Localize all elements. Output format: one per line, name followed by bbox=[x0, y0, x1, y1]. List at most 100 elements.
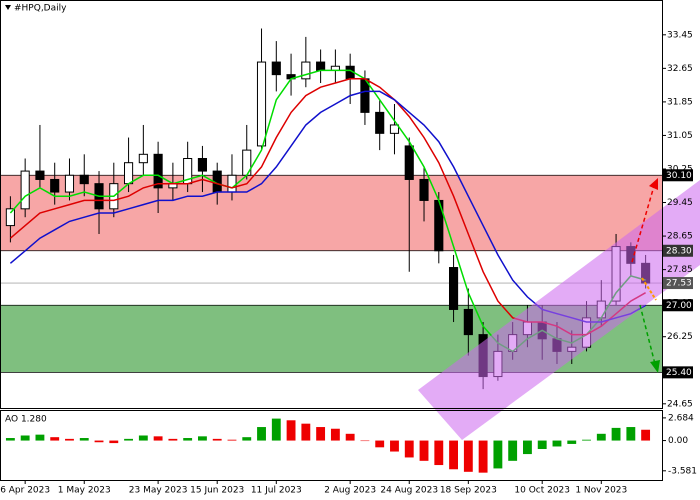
drawing-layer bbox=[418, 178, 700, 440]
ao-bar bbox=[316, 427, 326, 441]
forecast-arrow bbox=[641, 277, 657, 301]
candle-body bbox=[256, 61, 267, 147]
y-tick-label: 24.65 bbox=[667, 399, 693, 409]
ao-bar bbox=[330, 428, 340, 441]
ao-bar bbox=[212, 438, 222, 441]
candle-body bbox=[35, 170, 45, 180]
level-badge bbox=[663, 366, 693, 379]
y-tick-label: 26.25 bbox=[667, 332, 693, 342]
ao-bar bbox=[153, 436, 163, 441]
ao-bar bbox=[271, 418, 281, 441]
y-tick-label: 29.45 bbox=[667, 198, 693, 208]
level-badge bbox=[663, 299, 693, 312]
ao-bar bbox=[611, 427, 621, 441]
y-tick-label: 2.684 bbox=[668, 413, 694, 423]
ao-bar bbox=[124, 438, 133, 441]
up-arrow-head bbox=[649, 178, 658, 190]
candle-body bbox=[153, 153, 163, 189]
level-label: 25.40 bbox=[666, 368, 692, 378]
down-arrow-head bbox=[650, 360, 660, 373]
ao-bar bbox=[419, 440, 429, 461]
candle-body bbox=[463, 308, 473, 336]
candle-body bbox=[316, 61, 326, 71]
x-tick-label: 1 Nov 2023 bbox=[575, 486, 627, 496]
x-tick-label: 18 Sep 2023 bbox=[440, 486, 497, 496]
ao-bar bbox=[286, 420, 296, 441]
candle-body bbox=[271, 61, 281, 76]
candle-body bbox=[301, 61, 311, 80]
ao-bar bbox=[434, 440, 444, 466]
ao-bar bbox=[404, 440, 414, 458]
ao-bar bbox=[567, 440, 577, 444]
ao-bar bbox=[582, 439, 591, 441]
y-tick-label: 32.65 bbox=[667, 64, 693, 74]
ao-bar bbox=[345, 433, 355, 441]
ao-bar bbox=[523, 440, 532, 455]
trend-channel bbox=[418, 180, 700, 440]
candle-body bbox=[404, 145, 414, 180]
ao-bar bbox=[65, 438, 74, 441]
level-label: 27.00 bbox=[666, 301, 692, 311]
x-tick-label: 6 Apr 2023 bbox=[0, 486, 50, 496]
ao-bar bbox=[109, 440, 119, 444]
ao-bar bbox=[183, 438, 193, 441]
ao-bar bbox=[626, 427, 636, 441]
candle-body bbox=[375, 111, 385, 134]
ao-title: AO 1.280 bbox=[5, 415, 47, 425]
y-tick-label: 28.65 bbox=[667, 232, 693, 242]
ao-bar bbox=[20, 435, 30, 441]
ao-bar bbox=[478, 440, 488, 473]
ao-bar bbox=[198, 436, 207, 441]
candle-body bbox=[138, 153, 148, 164]
ao-bar bbox=[79, 438, 89, 441]
candle-body bbox=[227, 174, 237, 193]
ao-bar bbox=[552, 440, 562, 447]
title-icon bbox=[5, 5, 11, 10]
candle-body bbox=[64, 174, 75, 193]
x-tick-label: 24 Aug 2023 bbox=[380, 486, 438, 496]
up-arrow bbox=[631, 185, 655, 263]
candle-body bbox=[50, 178, 60, 193]
x-tick-label: 11 Jul 2023 bbox=[251, 486, 302, 496]
ao-bar bbox=[596, 433, 606, 441]
ao-bar bbox=[508, 440, 518, 461]
y-tick-label: 31.05 bbox=[667, 131, 693, 141]
candle-body bbox=[389, 124, 400, 134]
x-tick-label: 1 May 2023 bbox=[58, 486, 111, 496]
ao-bar bbox=[537, 440, 547, 450]
ao-bar bbox=[5, 438, 15, 441]
candle-body bbox=[5, 208, 15, 227]
ao-bar bbox=[641, 429, 651, 441]
ao-bar bbox=[35, 434, 45, 441]
ao-bar bbox=[242, 437, 252, 441]
candle-body bbox=[20, 170, 30, 210]
ao-bar bbox=[449, 440, 458, 470]
ao-bar bbox=[360, 440, 370, 442]
ao-bar bbox=[50, 437, 60, 441]
candle-body bbox=[124, 162, 134, 185]
candle-body bbox=[79, 174, 89, 185]
candle-body bbox=[197, 158, 207, 172]
candle-body bbox=[419, 178, 429, 201]
down-arrow bbox=[639, 304, 656, 365]
ao-bar bbox=[227, 439, 237, 441]
y-tick-label: 31.85 bbox=[667, 97, 693, 107]
y-tick-label: 27.85 bbox=[667, 265, 693, 275]
level-badge bbox=[663, 169, 693, 182]
ao-bar bbox=[168, 438, 178, 441]
ao-bar bbox=[257, 427, 266, 441]
x-tick-label: 15 Jun 2023 bbox=[190, 486, 244, 496]
ao-frame bbox=[0, 410, 663, 481]
ao-bar bbox=[375, 440, 385, 448]
ao-bar bbox=[493, 440, 503, 469]
main-frame bbox=[0, 0, 663, 409]
level-badge bbox=[663, 277, 693, 290]
chart-title: #HPQ,Daily bbox=[14, 4, 67, 14]
level-label: 30.10 bbox=[666, 171, 692, 181]
y-tick-label: 33.45 bbox=[667, 30, 693, 40]
level-label: 27.53 bbox=[666, 279, 692, 289]
ao-bar bbox=[94, 440, 104, 443]
